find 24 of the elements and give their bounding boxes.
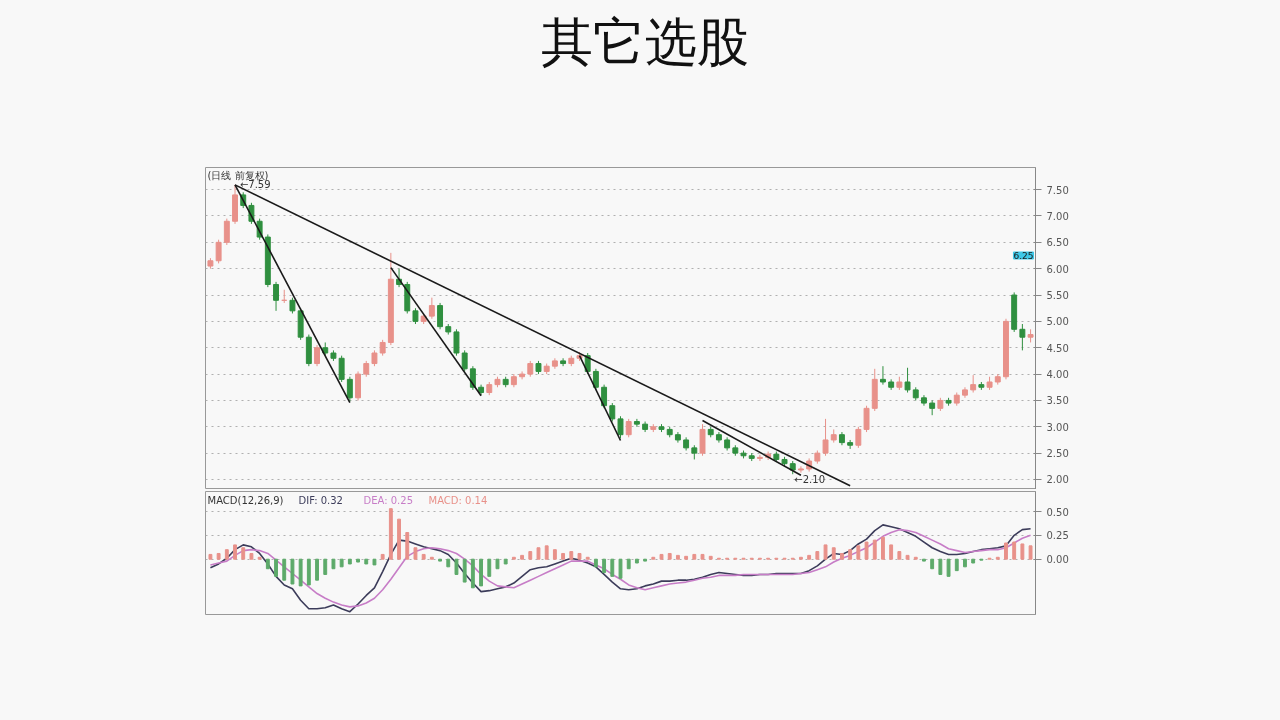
chart-title: MACD(12,26,9) [207, 494, 284, 506]
text: DEA: 0.25 [363, 494, 413, 506]
y-tick-label: 7.50 [1046, 184, 1069, 196]
text: MACD: 0.14 [428, 494, 488, 506]
y-tick-label: 6.00 [1046, 263, 1069, 275]
y-tick-label: 2.00 [1046, 474, 1069, 486]
chart-title: 其它选股 [541, 11, 749, 74]
y-tick-label: 0.25 [1046, 530, 1069, 542]
annotation: ←2.10 [794, 474, 826, 486]
text: DIF: 0.32 [298, 494, 343, 506]
y-tick-label: 5.00 [1046, 316, 1069, 328]
y-tick-label: 7.00 [1046, 210, 1069, 222]
y-tick-label: 4.00 [1046, 369, 1069, 381]
y-tick-label: 4.50 [1046, 342, 1069, 354]
y-tick-label: 3.50 [1046, 395, 1069, 407]
y-tick-label: 3.00 [1046, 421, 1069, 433]
annotation: 6.25 [1013, 251, 1034, 262]
y-tick-label: 5.50 [1046, 290, 1069, 302]
y-tick-label: 2.50 [1046, 448, 1069, 460]
y-tick-label: 6.50 [1046, 237, 1069, 249]
chart-subtitle: (日线 前复权) [207, 169, 269, 181]
annotation: ←7.59 [239, 179, 271, 191]
y-tick-label: 0.00 [1046, 554, 1069, 566]
y-tick-label: 0.50 [1046, 506, 1069, 518]
